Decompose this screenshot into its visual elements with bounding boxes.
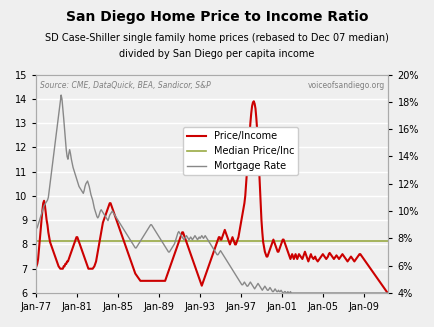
Text: SD Case-Shiller single family home prices (rebased to Dec 07 median): SD Case-Shiller single family home price… — [45, 33, 389, 43]
Text: voiceofsandiego.org: voiceofsandiego.org — [308, 81, 385, 90]
Text: Source: CME, DataQuick, BEA, Sandicor, S&P: Source: CME, DataQuick, BEA, Sandicor, S… — [40, 81, 210, 90]
Text: divided by San Diego per capita income: divided by San Diego per capita income — [119, 49, 315, 59]
Legend: Price/Income, Median Price/Inc, Mortgage Rate: Price/Income, Median Price/Inc, Mortgage… — [183, 128, 298, 175]
Text: San Diego Home Price to Income Ratio: San Diego Home Price to Income Ratio — [66, 10, 368, 24]
